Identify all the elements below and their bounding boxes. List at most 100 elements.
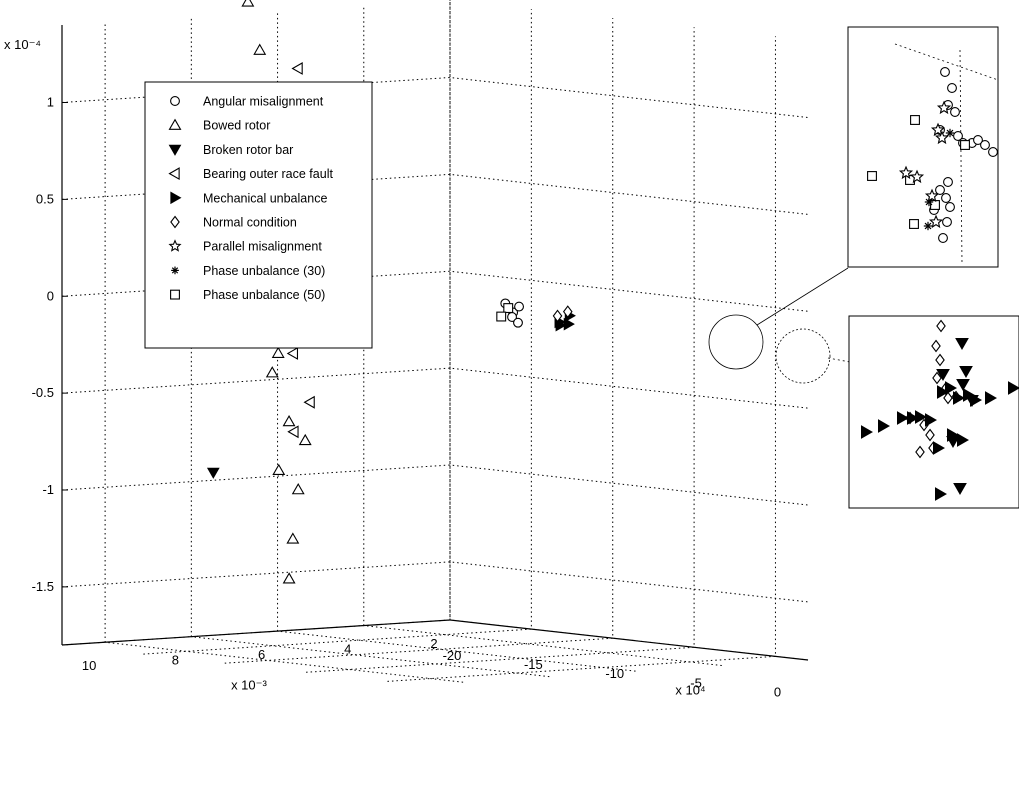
inset-point-normal-condition <box>925 428 935 442</box>
z-axis-multiplier: x 10⁻⁴ <box>4 37 41 52</box>
inset-point-phase-unbalance-50 <box>867 171 877 181</box>
x-axis-multiplier: x 10⁴ <box>675 683 705 698</box>
legend-label: Normal condition <box>203 216 297 230</box>
inset-point-angular-misalignment <box>973 135 983 145</box>
x-tick-label: 0 <box>774 684 781 699</box>
inset-point-broken-rotor-bar <box>959 366 973 379</box>
inset-point-mechanical-unbalance <box>925 413 938 427</box>
legend-label: Mechanical unbalance <box>203 191 327 205</box>
legend-marker <box>171 266 179 275</box>
y-axis-multiplier: x 10⁻³ <box>231 677 267 692</box>
legend-item: Mechanical unbalance <box>170 191 327 205</box>
axes <box>61 25 809 661</box>
legend-item: Parallel misalignment <box>168 239 322 254</box>
inset-point-normal-condition <box>936 319 946 333</box>
inset-point-angular-misalignment <box>950 107 960 117</box>
inset-point-angular-misalignment <box>980 140 990 150</box>
inset-point-phase-unbalance-50 <box>960 140 970 150</box>
inset-point-parallel-misalignment <box>934 130 950 145</box>
legend-label: Bearing outer race fault <box>203 167 333 181</box>
z-tick-label: -1.5 <box>32 579 54 594</box>
grid-line <box>306 27 695 673</box>
inset-point-phase-unbalance-50 <box>909 219 919 229</box>
point-angular-misalignment <box>514 301 524 312</box>
legend-marker <box>168 239 182 252</box>
point-phase-unbalance-50 <box>496 311 507 322</box>
inset-point-angular-misalignment <box>953 131 963 141</box>
inset-point-mechanical-unbalance <box>907 411 920 425</box>
point-normal-condition <box>562 305 573 319</box>
inset-point-normal-condition <box>935 353 945 367</box>
point-bowed-rotor <box>282 572 296 584</box>
zoom-insets <box>708 26 1019 509</box>
z-tick-label: -0.5 <box>32 385 54 400</box>
z-tick-label: 0.5 <box>36 191 54 206</box>
inset-point-phase-unbalance-30 <box>945 128 955 138</box>
zoom-lead-lower <box>827 357 851 363</box>
inset-point-mechanical-unbalance <box>953 391 966 405</box>
inset-point-parallel-misalignment <box>936 100 952 115</box>
tick-labels: 1 0.5 0 -0.5 -1 -1.5 x 10⁻⁴ 10 8 6 4 2 x 10⁻³ -20 -15 -… <box>4 37 781 699</box>
inset-point-broken-rotor-bar <box>953 483 967 496</box>
inset-point-parallel-misalignment <box>909 169 925 184</box>
zoom-circle-lower <box>775 328 831 384</box>
grid-line <box>143 9 532 655</box>
point-bearing-outer-race-fault <box>303 395 315 409</box>
inset-point-mechanical-unbalance <box>1008 381 1019 395</box>
inset-point-broken-rotor-bar <box>965 395 979 408</box>
inset-point-broken-rotor-bar <box>936 369 950 382</box>
zoom-lead-upper <box>756 267 849 326</box>
legend-label: Bowed rotor <box>203 119 270 133</box>
x-tick-label: -5 <box>690 675 702 690</box>
point-bearing-outer-race-fault <box>287 425 299 439</box>
point-angular-misalignment <box>513 317 523 328</box>
inset-point-angular-misalignment <box>940 67 950 77</box>
point-bowed-rotor <box>265 366 279 378</box>
inset-point-angular-misalignment <box>941 193 951 203</box>
inset-point-mechanical-unbalance <box>945 381 958 395</box>
point-bearing-outer-race-fault <box>291 62 303 75</box>
inset-point-parallel-misalignment <box>930 122 946 137</box>
legend-item: Phase unbalance (30) <box>171 264 325 278</box>
y-tick-label: 2 <box>430 636 437 651</box>
legend-marker <box>170 215 180 229</box>
inset-point-angular-misalignment <box>947 83 957 93</box>
legend-item: Broken rotor bar <box>168 143 293 157</box>
inset-point-mechanical-unbalance <box>878 419 891 433</box>
inset-point-mechanical-unbalance <box>897 411 910 425</box>
inset-point-normal-condition <box>931 339 941 353</box>
y-tick-label: 4 <box>344 642 351 657</box>
point-bowed-rotor <box>272 463 286 476</box>
legend-box <box>144 81 373 349</box>
inset-point-mechanical-unbalance <box>861 425 874 439</box>
point-phase-unbalance-50 <box>503 303 514 314</box>
legend-label: Angular misalignment <box>203 95 324 109</box>
y-tick-label: 6 <box>258 647 265 662</box>
inset-point-angular-misalignment <box>938 233 948 243</box>
inset-point-broken-rotor-bar <box>955 338 969 351</box>
inset-point-parallel-misalignment <box>928 214 944 229</box>
point-bearing-outer-race-fault <box>286 347 299 360</box>
inset-point-normal-condition <box>943 391 953 405</box>
inset-point-parallel-misalignment <box>898 165 914 180</box>
point-bowed-rotor <box>253 43 267 55</box>
legend-label: Broken rotor bar <box>203 143 293 157</box>
grid-line <box>449 0 809 661</box>
legend: Angular misalignment Bowed rotor Broken ro… <box>144 81 373 349</box>
inset-point-broken-rotor-bar <box>946 436 960 449</box>
grid-line <box>61 464 809 506</box>
point-bowed-rotor <box>298 433 312 446</box>
legend-label: Phase unbalance (30) <box>203 264 325 278</box>
legend-item: Angular misalignment <box>170 95 324 109</box>
legend-item: Bowed rotor <box>168 118 270 133</box>
inset-point-mechanical-unbalance <box>915 410 928 424</box>
inset-point-broken-rotor-bar <box>956 379 970 392</box>
point-bowed-rotor <box>282 414 296 427</box>
inset-upper <box>847 26 999 268</box>
grid-line <box>387 36 776 682</box>
grid-line <box>61 561 809 603</box>
inset-point-phase-unbalance-50 <box>910 115 920 125</box>
inset-point-angular-misalignment <box>943 177 953 187</box>
x-tick-label: -10 <box>605 666 624 681</box>
